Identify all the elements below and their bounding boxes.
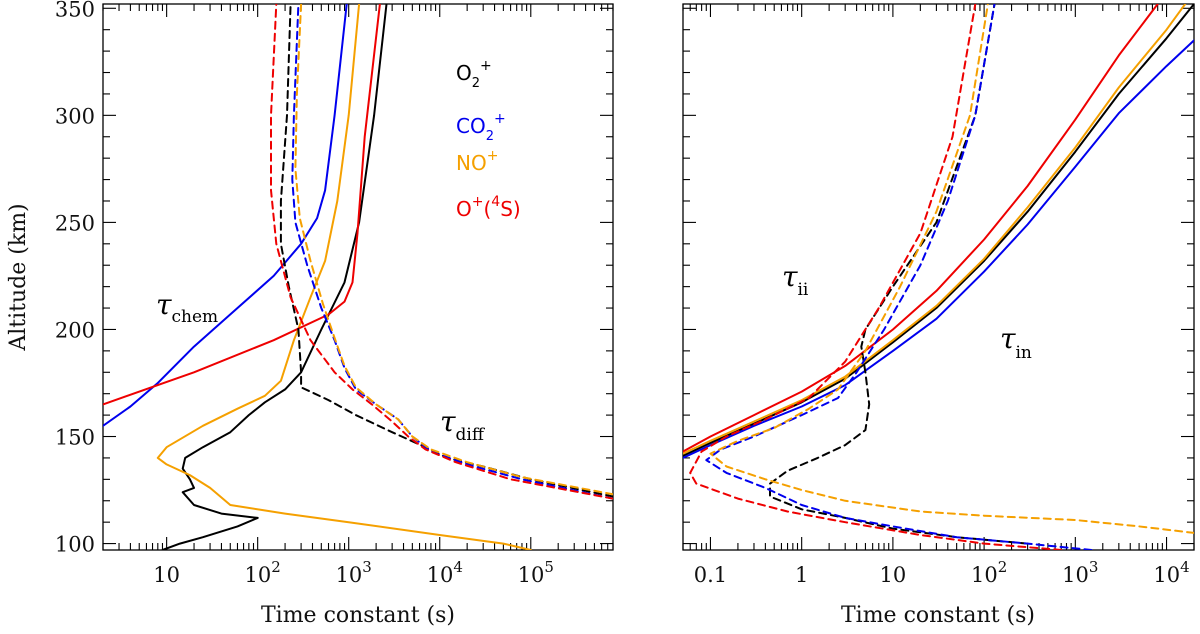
x-tick-label: 103 — [1062, 558, 1098, 587]
x-tick-label: 102 — [245, 558, 281, 587]
tau-diff-label: τdiff — [440, 405, 486, 445]
x-tick-label: 104 — [1153, 558, 1189, 587]
series-o-4s-diff — [270, 4, 613, 500]
series-o-4s-in — [683, 4, 1159, 453]
series-o-4s-chem — [103, 4, 381, 406]
series-co2-in — [683, 39, 1194, 459]
left-ticks — [102, 4, 614, 550]
series-co2-chem — [103, 4, 348, 427]
tau-ii-label: τii — [782, 260, 809, 300]
y-tick-label: 200 — [55, 318, 95, 342]
left-curves — [103, 4, 613, 550]
x-tick-label: 0.1 — [694, 563, 727, 587]
legend-entry-co2plus: CO2+ — [456, 111, 506, 144]
y-tick-label: 250 — [55, 211, 95, 235]
series-no-ii — [709, 4, 1194, 534]
right-x-axis-label: Time constant (s) — [841, 603, 1035, 628]
series-no-chem — [156, 4, 532, 550]
series-no-diff — [294, 4, 613, 496]
legend-entry-noplus: NO+ — [456, 148, 498, 175]
y-tick-label: 300 — [55, 104, 95, 128]
left-x-axis-label: Time constant (s) — [261, 603, 455, 628]
x-tick-label: 10 — [880, 563, 907, 587]
x-tick-label: 103 — [336, 558, 372, 587]
series-co2-ii — [705, 4, 1093, 550]
series-co2-diff — [291, 4, 613, 500]
right-x-tick-labels: 0.1 1 10 102 103 104 — [694, 558, 1190, 587]
series-no-in — [683, 4, 1187, 455]
series-o2-in — [683, 4, 1194, 457]
left-y-axis-label: Altitude (km) — [6, 203, 31, 351]
x-tick-label: 102 — [971, 558, 1007, 587]
series-o-4s-ii — [689, 4, 1063, 550]
legend-entry-o2plus: O2+ — [456, 58, 492, 91]
x-tick-label: 1 — [795, 563, 808, 587]
right-curves — [683, 4, 1194, 550]
series-o2-ii — [769, 4, 1029, 545]
left-x-tick-labels: 10 102 103 104 105 — [153, 558, 554, 587]
tau-in-label: τin — [1000, 322, 1032, 363]
right-panel: 0.1 1 10 102 103 104 Time constant (s) τii τi… — [682, 3, 1195, 628]
left-y-tick-labels: 100 150 200 250 300 350 — [55, 0, 95, 557]
y-tick-label: 100 — [55, 533, 95, 557]
left-plot-frame — [102, 3, 614, 551]
x-tick-label: 104 — [427, 558, 463, 587]
left-panel: 100 150 200 250 300 350 10 102 103 104 105 Altitu… — [6, 0, 614, 628]
legend: O2+ CO2+ NO+ O+(4S) — [456, 58, 521, 221]
right-ticks — [682, 4, 1195, 550]
x-tick-label: 105 — [518, 558, 554, 587]
y-tick-label: 150 — [55, 426, 95, 450]
tau-chem-label: τchem — [156, 288, 218, 327]
right-plot-frame — [682, 3, 1195, 551]
x-tick-label: 10 — [153, 563, 180, 587]
y-tick-label: 350 — [55, 0, 95, 21]
legend-entry-oplus4s: O+(4S) — [456, 194, 521, 221]
